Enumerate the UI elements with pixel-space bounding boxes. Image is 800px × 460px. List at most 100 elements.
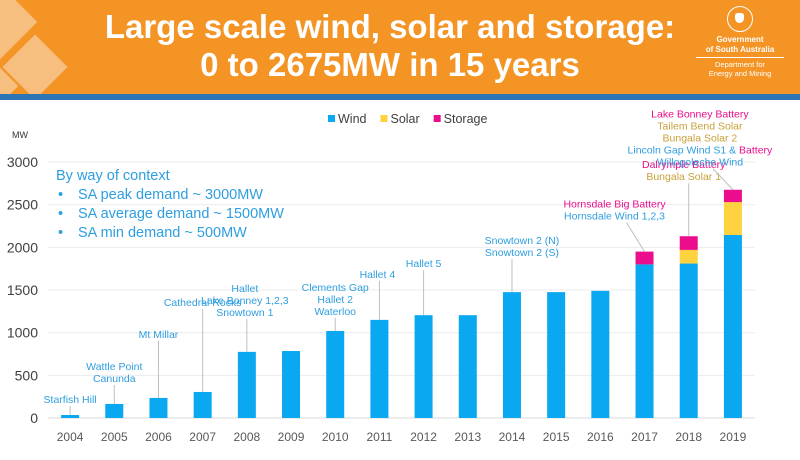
annotation-text: Lake Bonney 1,2,3 (201, 295, 289, 307)
annotation-text: Bungala Solar 2 (663, 133, 738, 145)
bar-wind-2010 (326, 330, 345, 418)
annotation-text: Snowtown 1 (216, 307, 273, 319)
context-item: SA average demand ~ 1500MW (56, 205, 284, 224)
y-tick-label: 2000 (7, 239, 38, 255)
annotation-text: Cathedral Rocks (164, 297, 242, 309)
annotation-text: Hallet 4 (360, 269, 396, 281)
government-logo: Government of South Australia Department… (690, 6, 790, 78)
annotation-label: Hallet 5 (406, 258, 442, 270)
bar-solar-2019 (723, 202, 742, 235)
banner-stripe (0, 94, 800, 100)
annotation-label: Lake Bonney Battery (651, 109, 749, 121)
legend-swatch-wind (328, 115, 335, 122)
x-tick-label: 2015 (543, 430, 570, 444)
annotation-text: Wattle Point (86, 361, 142, 373)
annotation-text: Lake Bonney Battery (651, 109, 749, 121)
annotation-leader-line (712, 168, 734, 191)
legend-swatch-storage (433, 115, 441, 122)
x-tick-label: 2009 (278, 430, 305, 444)
annotation-text: Hornsdale Big Battery (563, 199, 666, 211)
annotation-label: Hornsdale Big Battery (563, 199, 666, 211)
annotation-label: Mt Millar (139, 329, 179, 341)
annotation-leader-line (626, 222, 645, 252)
page-title: Large scale wind, solar and storage: 0 t… (90, 8, 690, 84)
annotation-label: Clements Gap (302, 282, 369, 294)
bar-solar-2018 (679, 249, 698, 264)
annotation-text: Hallet (231, 283, 258, 295)
x-tick-label: 2005 (101, 430, 128, 444)
logo-line-2: of South Australia (705, 45, 775, 54)
x-tick-label: 2011 (367, 430, 393, 444)
annotation-label: Willogoleche Wind (657, 157, 744, 169)
y-tick-label: 3000 (7, 154, 38, 170)
annotation-text: Mt Millar (139, 329, 179, 341)
annotation-text: Lincoln Gap Wind S1 & (628, 145, 739, 157)
x-tick-label: 2010 (322, 430, 349, 444)
annotation-text: Bungala Solar 1 (646, 171, 721, 183)
annotation-label: Snowtown 2 (N) (485, 235, 560, 247)
bar-wind-2006 (149, 397, 168, 418)
annotation-text: Snowtown 2 (N) (485, 235, 560, 247)
logo-line-3: Department for (714, 60, 766, 69)
annotation-label: Starfish Hill (44, 394, 97, 406)
annotation-label: Hornsdale Wind 1,2,3 (564, 211, 665, 223)
legend-swatch-solar (380, 115, 388, 122)
y-tick-label: 1000 (7, 325, 38, 341)
logo-department-text: Department for Energy and Mining (690, 60, 790, 78)
annotation-label: Bungala Solar 1 (646, 171, 721, 183)
annotation-text: Hallet 5 (406, 258, 442, 270)
annotation-text: Hornsdale Wind 1,2,3 (564, 211, 665, 223)
title-banner: Large scale wind, solar and storage: 0 t… (0, 0, 800, 94)
logo-line-4: Energy and Mining (708, 69, 772, 78)
bar-wind-2007 (193, 391, 212, 418)
x-tick-label: 2007 (189, 430, 216, 444)
annotation-text: Clements Gap (302, 282, 369, 294)
x-tick-label: 2013 (454, 430, 481, 444)
annotation-text: Tailem Bend Solar (657, 121, 743, 133)
bar-wind-2017 (635, 264, 654, 418)
bar-wind-2013 (458, 315, 477, 418)
legend-label-storage: Storage (444, 112, 488, 126)
context-item: SA min demand ~ 500MW (56, 224, 284, 243)
bar-wind-2014 (502, 292, 521, 418)
annotation-text: Snowtown 2 (S) (485, 247, 559, 259)
x-tick-label: 2016 (587, 430, 614, 444)
state-crest-icon (727, 6, 753, 32)
annotation-label: Hallet 2 (317, 294, 353, 306)
bar-storage-2019 (723, 189, 742, 203)
context-list: SA peak demand ~ 3000MW SA average deman… (56, 186, 284, 243)
annotation-text: Canunda (93, 373, 136, 385)
legend-label-solar: Solar (390, 112, 419, 126)
annotation-text: Dalrymple Battery (642, 159, 726, 171)
annotation-label: Cathedral Rocks (164, 297, 242, 309)
annotation-label: Wattle Point (86, 361, 142, 373)
bar-wind-2018 (679, 263, 698, 418)
bar-wind-2009 (282, 351, 301, 418)
y-tick-label: 1500 (7, 282, 38, 298)
legend-label-wind: Wind (338, 112, 367, 126)
stacked-bar-chart: MW 0 500 1000 1500 2000 2500 3000 2004 2005 2006 20… (7, 109, 773, 444)
bar-wind-2016 (591, 290, 610, 418)
bar-storage-2017 (635, 251, 654, 265)
x-tick-label: 2006 (145, 430, 172, 444)
logo-line-1: Government (716, 35, 764, 44)
context-note: By way of context SA peak demand ~ 3000M… (56, 167, 284, 243)
annotation-label: Snowtown 2 (S) (485, 247, 559, 259)
annotation-label: Dalrymple Battery (642, 159, 726, 171)
annotation-text: Hallet 2 (317, 294, 353, 306)
annotation-label: Bungala Solar 2 (663, 133, 738, 145)
annotation-text: Starfish Hill (44, 394, 97, 406)
annotation-label: Lake Bonney 1,2,3 (201, 295, 289, 307)
x-tick-label: 2018 (675, 430, 702, 444)
bar-wind-2019 (723, 234, 742, 418)
annotation-label: Tailem Bend Solar (657, 121, 743, 133)
title-line-2: 0 to 2675MW in 15 years (200, 46, 580, 83)
bar-wind-2005 (105, 403, 124, 418)
annotation-text: Willogoleche Wind (657, 157, 744, 169)
y-axis-label: MW (12, 130, 28, 140)
x-tick-label: 2004 (57, 430, 84, 444)
annotation-label: Waterloo (314, 306, 356, 318)
annotation-label: Canunda (93, 373, 136, 385)
annotation-text-suffix: Battery (739, 145, 773, 157)
annotation-text: Waterloo (314, 306, 356, 318)
